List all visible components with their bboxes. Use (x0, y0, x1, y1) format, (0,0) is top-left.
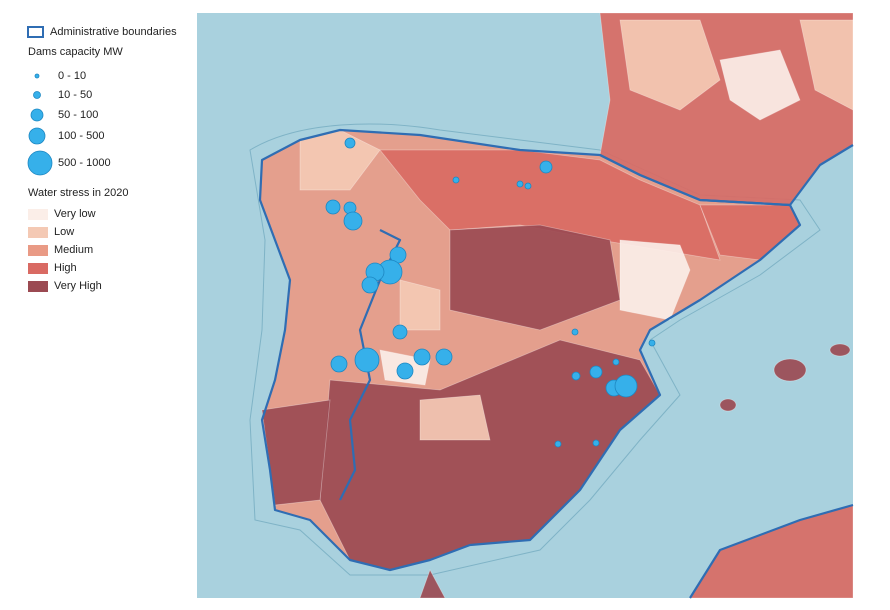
dam (516, 180, 524, 188)
legend-stress-swatch (28, 245, 48, 256)
legend-dam-label: 0 - 10 (58, 70, 86, 82)
region (399, 279, 441, 331)
dam (354, 347, 380, 373)
region (719, 49, 801, 121)
legend: Administrative boundaries Dams capacity … (27, 26, 177, 292)
region (619, 239, 691, 321)
dam (361, 276, 379, 294)
legend-stress-swatch (28, 281, 48, 292)
legend-stress-label: High (54, 262, 77, 274)
dam (614, 374, 638, 398)
region (799, 19, 854, 111)
dam (539, 160, 553, 174)
dam (648, 339, 656, 347)
dam (589, 365, 603, 379)
dams (325, 137, 656, 448)
legend-stress-title: Water stress in 2020 (28, 187, 128, 199)
dam (592, 439, 600, 447)
legend-dam-label: 50 - 100 (58, 109, 98, 121)
legend-dam-label: 10 - 50 (58, 89, 92, 101)
legend-dams-title: Dams capacity MW (28, 46, 123, 58)
island (719, 398, 737, 412)
island (773, 358, 807, 382)
legend-dam-label: 100 - 500 (58, 130, 104, 142)
legend-dam-symbol (30, 108, 44, 122)
legend-dam-label: 500 - 1000 (58, 157, 111, 169)
dam (330, 355, 348, 373)
dam (452, 176, 460, 184)
legend-dam-symbol (27, 150, 53, 176)
legend-stress-label: Medium (54, 244, 93, 256)
legend-dam-symbol (34, 73, 40, 79)
legend-stress-label: Low (54, 226, 74, 238)
region (419, 394, 491, 441)
dam (343, 211, 363, 231)
legend-boundary-label: Administrative boundaries (50, 26, 177, 38)
dam (571, 328, 579, 336)
dam (571, 371, 581, 381)
dam (524, 182, 532, 190)
region (379, 149, 721, 261)
legend-stress-label: Very low (54, 208, 96, 220)
region (419, 569, 446, 599)
boundary (599, 144, 854, 207)
dam (612, 358, 620, 366)
region (619, 19, 721, 111)
legend-stress-swatch (28, 227, 48, 238)
legend-stress-swatch (28, 263, 48, 274)
legend-stress-label: Very High (54, 280, 102, 292)
island (829, 343, 851, 357)
boundary (689, 503, 854, 599)
dam (413, 348, 431, 366)
maritime-limit (249, 123, 821, 576)
map (197, 12, 854, 599)
dam (396, 362, 414, 380)
dam (392, 324, 408, 340)
dam (554, 440, 562, 448)
dam (435, 348, 453, 366)
dam (344, 137, 356, 149)
legend-boundary-swatch (27, 26, 44, 38)
dam (325, 199, 341, 215)
legend-stress-swatch (28, 209, 48, 220)
legend-dam-symbol (33, 91, 41, 99)
legend-dam-symbol (28, 127, 46, 145)
